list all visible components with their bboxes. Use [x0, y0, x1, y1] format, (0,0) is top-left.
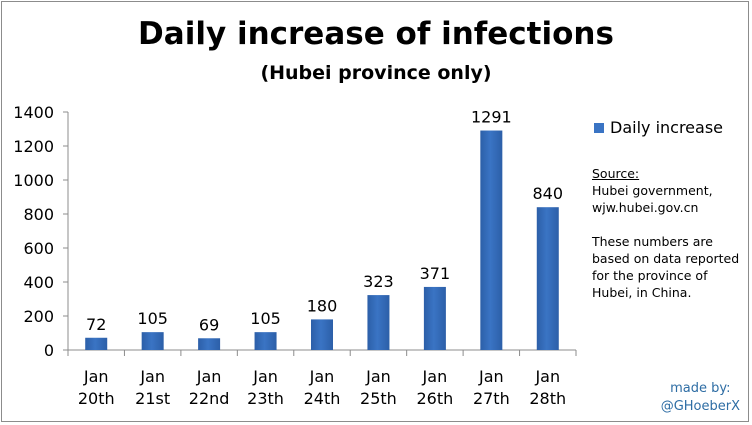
x-tick-label: 21st — [135, 389, 170, 408]
credit-label: made by: — [670, 381, 731, 396]
y-tick-label: 600 — [23, 239, 54, 258]
y-tick-label: 1400 — [13, 103, 54, 122]
legend-swatch — [594, 122, 604, 133]
credit: made by: @GHoeberX — [661, 380, 740, 416]
data-label: 105 — [137, 309, 168, 328]
bar — [85, 337, 108, 350]
x-tick-label: Jan — [478, 367, 504, 386]
data-label: 69 — [199, 315, 219, 334]
x-tick-label: 27th — [473, 389, 510, 408]
source-description: These numbers are based on data reported… — [592, 234, 740, 300]
x-tick-label: Jan — [422, 367, 448, 386]
bar — [480, 130, 503, 350]
bar — [423, 286, 446, 350]
x-tick-label: Jan — [139, 367, 165, 386]
data-label: 371 — [420, 264, 451, 283]
x-tick-label: 20th — [78, 389, 115, 408]
x-tick-label: Jan — [252, 367, 278, 386]
x-tick-label: Jan — [534, 367, 560, 386]
y-tick-label: 1200 — [13, 137, 54, 156]
x-tick-label: Jan — [196, 367, 222, 386]
legend: Daily increase — [594, 118, 723, 137]
bar — [367, 295, 390, 350]
bar — [254, 332, 277, 350]
y-tick-label: 0 — [44, 341, 54, 360]
source-heading: Source: — [592, 166, 640, 181]
bar — [141, 332, 164, 350]
y-tick-label: 400 — [23, 273, 54, 292]
source-line: Hubei government, — [592, 183, 713, 198]
x-tick-label: 25th — [360, 389, 397, 408]
chart-subtitle: (Hubei province only) — [260, 62, 492, 84]
x-tick-label: 28th — [529, 389, 566, 408]
x-tick-label: 26th — [416, 389, 453, 408]
y-tick-label: 800 — [23, 205, 54, 224]
legend-label: Daily increase — [610, 118, 724, 137]
bar — [198, 338, 221, 350]
data-label: 1291 — [471, 108, 512, 127]
x-tick-label: 24th — [304, 389, 341, 408]
x-tick-label: Jan — [365, 367, 391, 386]
y-tick-label: 200 — [23, 307, 54, 326]
bar — [536, 207, 559, 350]
x-tick-label: Jan — [309, 367, 335, 386]
data-label: 323 — [363, 272, 394, 291]
source-note: Source: Hubei government, wjw.hubei.gov.… — [592, 165, 750, 301]
credit-handle: @GHoeberX — [660, 399, 740, 414]
bar — [311, 319, 333, 350]
data-label: 840 — [533, 184, 564, 203]
x-tick-label: 22nd — [189, 389, 230, 408]
data-label: 180 — [307, 296, 338, 315]
y-tick-label: 1000 — [13, 171, 54, 190]
data-label: 72 — [86, 315, 106, 334]
source-url: wjw.hubei.gov.cn — [592, 200, 699, 215]
chart-title: Daily increase of infections — [138, 16, 614, 52]
data-label: 105 — [250, 309, 281, 328]
x-tick-label: 23th — [247, 389, 284, 408]
x-tick-label: Jan — [83, 367, 109, 386]
